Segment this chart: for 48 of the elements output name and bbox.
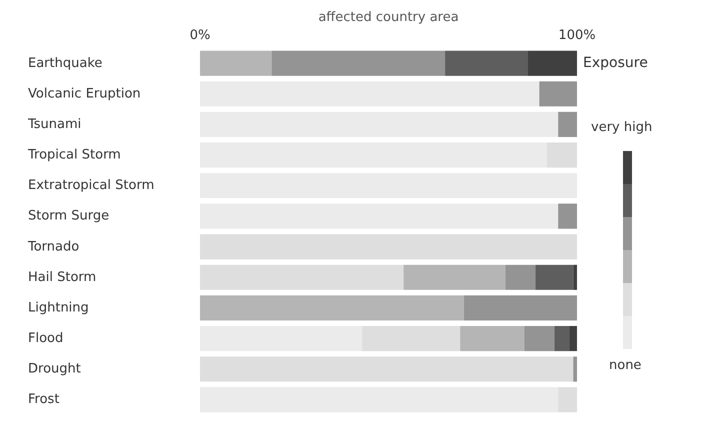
y-tick-label: Hail Storm xyxy=(28,270,96,285)
bar xyxy=(546,142,577,168)
bar xyxy=(445,50,528,76)
bar xyxy=(573,356,577,382)
x-tick-label: 100% xyxy=(558,28,596,43)
bar xyxy=(362,326,460,352)
y-tick-label: Storm Surge xyxy=(28,208,110,224)
y-tick-label: Tropical Storm xyxy=(27,148,121,163)
bar xyxy=(200,234,577,260)
text: none xyxy=(609,358,642,373)
bar xyxy=(200,295,464,320)
bar xyxy=(558,387,577,412)
x-axis-title: affected country area xyxy=(318,10,459,26)
bar xyxy=(558,112,577,137)
bar xyxy=(554,326,570,352)
legend-title: Exposure xyxy=(583,55,648,71)
y-tick-label: Flood xyxy=(28,331,64,346)
bar xyxy=(200,50,272,76)
bar xyxy=(528,50,577,76)
y-tick-label: Earthquake xyxy=(28,56,102,71)
y-tick-label: Frost xyxy=(28,392,60,408)
bar xyxy=(200,112,558,137)
bar xyxy=(569,326,577,352)
bar xyxy=(200,387,558,412)
x-tick-label: 0% xyxy=(190,28,210,43)
bar xyxy=(558,204,577,229)
y-tick-label: Tornado xyxy=(27,239,80,254)
text: very high xyxy=(591,120,652,135)
bar xyxy=(200,204,558,229)
bar xyxy=(524,326,554,352)
bar xyxy=(464,295,577,320)
bar xyxy=(573,264,577,290)
bar xyxy=(200,142,547,168)
bar xyxy=(460,326,524,352)
bar xyxy=(200,326,362,352)
bar xyxy=(272,50,446,76)
y-tick-label: Extratropical Storm xyxy=(28,178,154,194)
y-tick-label: Drought xyxy=(28,362,81,377)
y-tick-label: Tsunami xyxy=(27,116,82,132)
bar xyxy=(200,356,574,382)
bar xyxy=(536,264,574,290)
bar xyxy=(404,264,506,290)
bar xyxy=(505,264,536,290)
y-tick-label: Volcanic Eruption xyxy=(28,86,141,102)
bar xyxy=(539,81,577,106)
y-tick-label: Lightning xyxy=(28,300,89,316)
bar xyxy=(200,264,404,290)
bar xyxy=(200,81,540,106)
